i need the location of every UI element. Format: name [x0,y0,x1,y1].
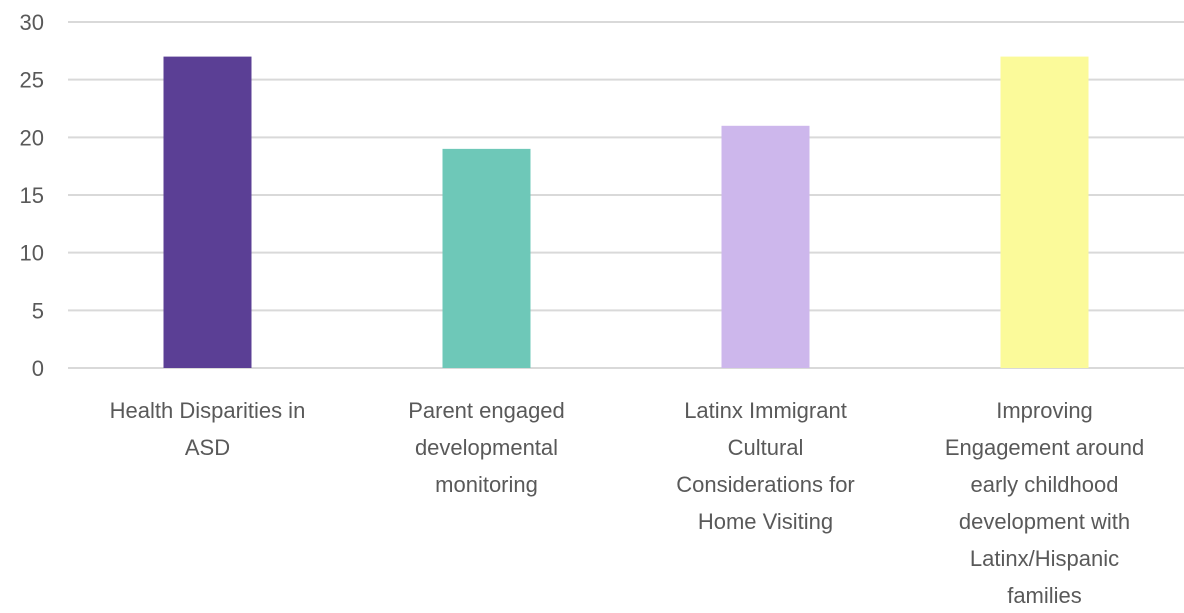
x-category-label: Improving Engagement around early childhoo… [945,398,1144,608]
x-category-label-line: monitoring [435,472,538,497]
y-tick-label: 10 [20,241,44,266]
x-category-label-line: developmental [415,435,558,460]
x-category-label-line: Improving [996,398,1093,423]
y-tick-label: 5 [32,298,44,323]
x-category-label-line: Considerations for [676,472,855,497]
bars [163,56,1089,368]
x-category-label-line: families [1007,583,1082,608]
y-tick-label: 15 [20,183,44,208]
bar [163,56,252,368]
x-category-label-line: Home Visiting [698,509,833,534]
bar [442,148,531,368]
x-category-label-line: development with [959,509,1130,534]
x-axis-category-labels: Health Disparities in ASD Parent engaged de… [110,398,1145,608]
x-category-label-line: Latinx/Hispanic [970,546,1119,571]
x-category-label-line: early childhood [971,472,1119,497]
x-category-label-line: Cultural [728,435,804,460]
x-category-label: Latinx Immigrant Cultural Considerations f… [676,398,855,534]
x-category-label: Parent engaged developmental monitoring [408,398,565,497]
y-tick-label: 30 [20,10,44,35]
x-category-label: Health Disparities in ASD [110,398,306,460]
x-category-label-line: Engagement around [945,435,1144,460]
x-category-label-line: Parent engaged [408,398,565,423]
y-tick-label: 25 [20,68,44,93]
bar [721,125,810,368]
y-axis-tick-labels: 0 5 10 15 20 25 30 [20,10,44,381]
y-tick-label: 0 [32,356,44,381]
x-category-label-line: Health Disparities in [110,398,306,423]
y-tick-label: 20 [20,125,44,150]
bar [1000,56,1089,368]
x-category-label-line: Latinx Immigrant [684,398,847,423]
x-category-label-line: ASD [185,435,230,460]
gridlines [68,21,1184,369]
